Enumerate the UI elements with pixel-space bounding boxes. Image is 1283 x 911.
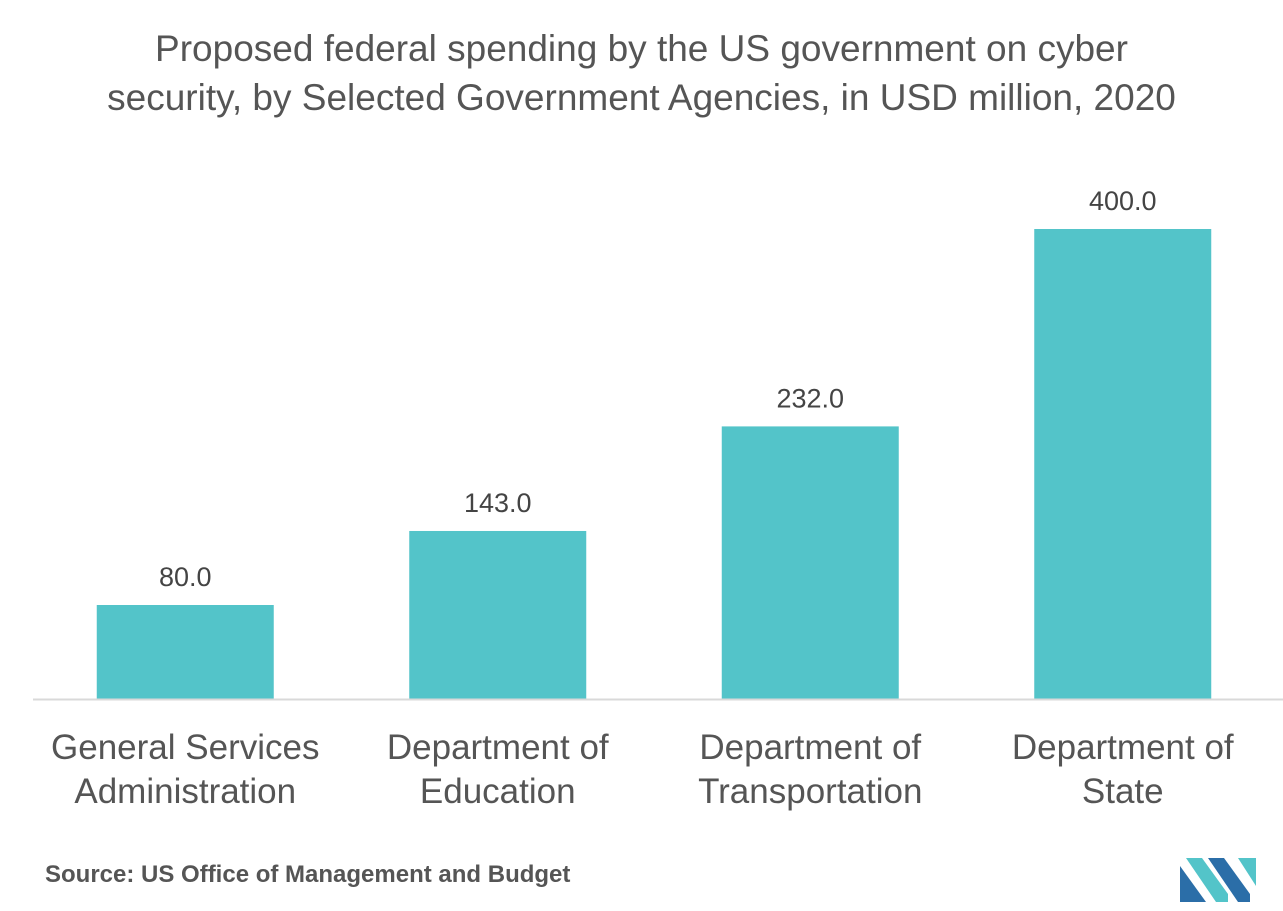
logo-corner <box>1238 858 1256 886</box>
category-label-2-line-1: Department of <box>699 728 921 767</box>
bar-chart: 80.0 General Services Administration 143.0 D… <box>33 186 1283 811</box>
source-note: Source: US Office of Management and Budg… <box>45 861 571 888</box>
category-label-3-line-2: State <box>1082 772 1164 811</box>
logo-right-band <box>1208 858 1250 902</box>
data-label-0: 80.0 <box>159 562 212 592</box>
bar-2 <box>721 426 899 699</box>
category-label-2-line-2: Transportation <box>698 772 922 811</box>
bar-1 <box>409 530 587 699</box>
data-label-2: 232.0 <box>776 383 844 413</box>
chart-title-line-2: security, by Selected Government Agencie… <box>107 77 1176 118</box>
mordor-intelligence-logo-icon <box>1180 858 1256 902</box>
data-label-1: 143.0 <box>464 488 532 518</box>
chart-title-line-1: Proposed federal spending by the US gove… <box>155 28 1128 69</box>
bar-0 <box>96 605 274 699</box>
bar-3 <box>1034 229 1212 699</box>
data-label-3: 400.0 <box>1089 186 1157 216</box>
category-label-0-line-2: Administration <box>74 772 296 811</box>
logo-middle-band <box>1186 858 1228 902</box>
logo-left-triangle <box>1180 866 1206 902</box>
category-label-3-line-1: Department of <box>1012 728 1234 767</box>
category-label-0-line-1: General Services <box>51 728 319 767</box>
category-label-1-line-1: Department of <box>387 728 609 767</box>
chart-title: Proposed federal spending by the US gove… <box>0 24 1283 122</box>
category-label-1-line-2: Education <box>420 772 576 811</box>
